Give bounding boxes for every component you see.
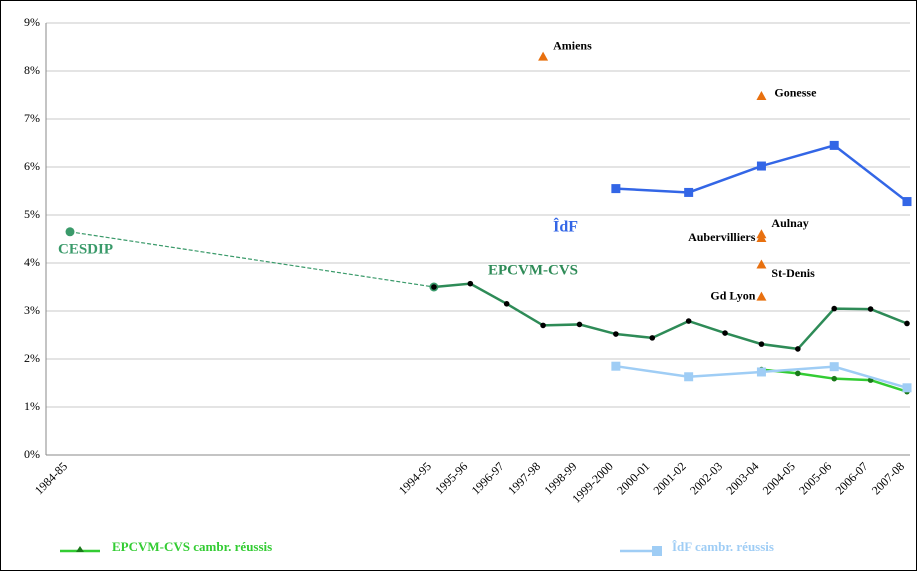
- point-label: Aulnay: [771, 216, 808, 230]
- legend-marker: [652, 546, 662, 556]
- legend-label: ÎdF cambr. réussis: [672, 539, 774, 554]
- marker: [795, 346, 801, 352]
- marker: [540, 322, 546, 329]
- marker: [613, 331, 619, 337]
- marker: [576, 321, 583, 328]
- marker: [611, 361, 621, 371]
- marker: [831, 305, 838, 312]
- marker: [65, 227, 75, 237]
- series-label: CESDIP: [58, 241, 113, 257]
- point-label: Aubervilliers: [688, 230, 756, 244]
- marker: [831, 375, 838, 382]
- point-label: Gd Lyon: [710, 288, 755, 302]
- marker: [722, 330, 728, 336]
- marker: [829, 362, 839, 372]
- marker: [684, 187, 694, 197]
- y-tick-label: 6%: [24, 159, 40, 173]
- y-tick-label: 4%: [24, 255, 40, 269]
- marker: [867, 306, 874, 312]
- marker: [902, 197, 912, 207]
- point-label: St-Denis: [771, 266, 815, 280]
- marker: [756, 233, 767, 243]
- marker: [503, 301, 510, 307]
- marker: [756, 161, 766, 171]
- series-line: [69, 231, 435, 288]
- point-label: Amiens: [553, 38, 592, 52]
- marker: [756, 90, 767, 100]
- marker: [649, 335, 656, 341]
- marker: [756, 291, 767, 301]
- marker: [538, 51, 549, 61]
- marker: [431, 284, 437, 290]
- marker: [756, 259, 767, 269]
- marker: [756, 367, 766, 377]
- legend-marker: [76, 546, 84, 552]
- legend-label: EPCVM-CVS cambr. réussis: [112, 539, 272, 554]
- marker: [685, 318, 692, 324]
- marker: [758, 341, 765, 347]
- marker: [684, 372, 694, 382]
- series-label: ÎdF: [553, 217, 578, 236]
- marker: [611, 184, 621, 194]
- y-tick-label: 2%: [24, 351, 40, 365]
- y-tick-label: 7%: [24, 111, 40, 125]
- marker: [467, 280, 474, 287]
- y-tick-label: 8%: [24, 63, 40, 77]
- y-tick-label: 9%: [24, 15, 40, 29]
- y-tick-label: 5%: [24, 207, 40, 221]
- marker: [902, 383, 912, 393]
- marker: [829, 140, 839, 150]
- series-label: EPCVM-CVS: [488, 262, 578, 278]
- y-tick-label: 1%: [24, 399, 40, 413]
- series-line: [433, 282, 908, 351]
- marker: [795, 370, 801, 377]
- point-label: Gonesse: [774, 86, 817, 100]
- y-tick-label: 3%: [24, 303, 40, 317]
- marker: [904, 320, 910, 327]
- y-tick-label: 0%: [24, 447, 40, 461]
